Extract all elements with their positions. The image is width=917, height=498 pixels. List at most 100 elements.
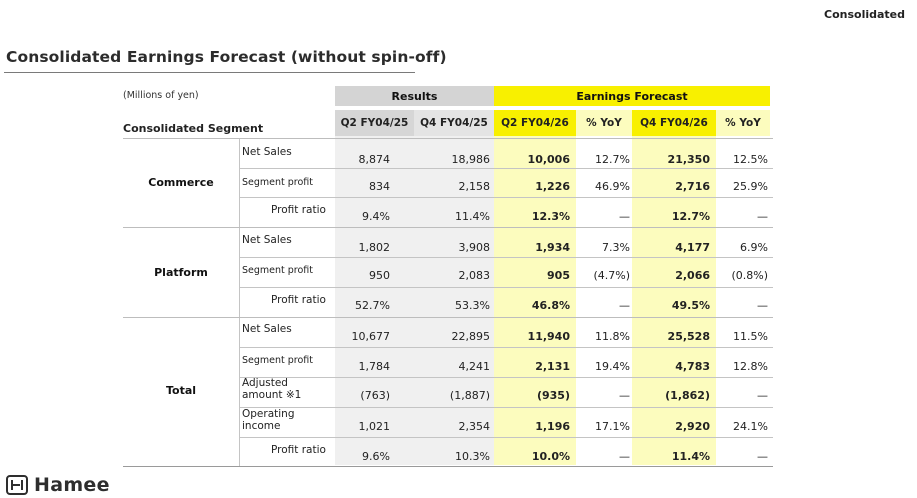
- cell-value: —: [619, 450, 630, 463]
- row-divider: [240, 377, 773, 378]
- cell-value: 12.3%: [531, 210, 570, 223]
- row-label-net-sales: Net Sales: [242, 234, 292, 246]
- row-label-line: income: [242, 420, 281, 432]
- row-divider: [240, 197, 773, 198]
- cell-value: 1,021: [358, 420, 391, 433]
- header-divider: [123, 138, 773, 139]
- cell-value: 22,895: [451, 330, 491, 343]
- cell-value: 2,354: [458, 420, 491, 433]
- cell-value: (4.7%): [593, 269, 630, 282]
- cell-value: 6.9%: [740, 241, 768, 254]
- cell-value: 52.7%: [355, 299, 390, 312]
- segment-separator: [239, 318, 240, 466]
- segment-divider: [123, 227, 773, 228]
- row-label-operating-income: Operating income: [242, 408, 295, 432]
- row-label-segment-profit: Segment profit: [242, 355, 314, 366]
- cell-value: 9.6%: [362, 450, 390, 463]
- cell-value: 1,802: [358, 241, 391, 254]
- column-header-q4-fy0425: Q4 FY04/25: [414, 110, 494, 136]
- row-label-line: amount ※1: [242, 389, 302, 401]
- cell-value: 3,908: [458, 241, 491, 254]
- row-label-segment-profit: Segment profit: [242, 177, 314, 188]
- cell-value: 905: [547, 269, 570, 282]
- cell-value: 12.5%: [733, 153, 768, 166]
- cell-value: 11.8%: [595, 330, 630, 343]
- segment-separator: [239, 228, 240, 317]
- row-divider: [240, 347, 773, 348]
- cell-value: 25,528: [667, 330, 710, 343]
- cell-value: 950: [369, 269, 390, 282]
- cell-value: 46.9%: [595, 180, 630, 193]
- segment-separator: [239, 139, 240, 227]
- cell-value: (1,887): [449, 389, 490, 402]
- cell-value: 1,784: [358, 360, 391, 373]
- units-note: (Millions of yen): [123, 90, 199, 101]
- cell-value: —: [757, 450, 768, 463]
- cell-value: —: [757, 389, 768, 402]
- row-label-profit-ratio: Profit ratio: [271, 294, 326, 306]
- row-label-line: Operating: [242, 408, 295, 420]
- cell-value: 21,350: [667, 153, 710, 166]
- cell-value: 25.9%: [733, 180, 768, 193]
- hamee-logo: Hamee: [6, 474, 110, 496]
- cell-value: (935): [536, 389, 570, 402]
- cell-value: —: [619, 299, 630, 312]
- segment-column-header: Consolidated Segment: [123, 122, 264, 135]
- cell-value: 2,158: [458, 180, 491, 193]
- title-underline: [4, 72, 415, 73]
- cell-value: 2,066: [675, 269, 710, 282]
- cell-value: 2,131: [535, 360, 570, 373]
- cell-value: 12.8%: [733, 360, 768, 373]
- row-divider: [240, 168, 773, 169]
- cell-value: 2,716: [675, 180, 710, 193]
- cell-value: 1,226: [535, 180, 570, 193]
- page-title: Consolidated Earnings Forecast (without …: [6, 48, 447, 66]
- consolidated-tag: Consolidated: [824, 8, 905, 21]
- row-label-net-sales: Net Sales: [242, 146, 292, 158]
- forecast-group-header: Earnings Forecast: [494, 86, 770, 106]
- cell-value: (1,862): [665, 389, 710, 402]
- cell-value: 7.3%: [602, 241, 630, 254]
- cell-value: 11.4%: [671, 450, 710, 463]
- earnings-forecast-table: (Millions of yen) Consolidated Segment R…: [123, 84, 773, 468]
- segment-commerce: Commerce: [148, 176, 214, 189]
- column-header-q2-fy0426: Q2 FY04/26: [494, 110, 576, 136]
- row-label-profit-ratio: Profit ratio: [271, 204, 326, 216]
- cell-value: 4,783: [675, 360, 710, 373]
- cell-value: —: [619, 210, 630, 223]
- cell-value: 24.1%: [733, 420, 768, 433]
- cell-value: 46.8%: [531, 299, 570, 312]
- cell-value: 834: [369, 180, 390, 193]
- cell-value: —: [757, 299, 768, 312]
- cell-value: 17.1%: [595, 420, 630, 433]
- cell-value: —: [619, 389, 630, 402]
- cell-value: 1,934: [535, 241, 570, 254]
- hamee-logo-icon: [6, 475, 28, 495]
- cell-value: 10.3%: [455, 450, 490, 463]
- cell-value: 11,940: [527, 330, 570, 343]
- cell-value: 10.0%: [531, 450, 570, 463]
- results-group-header: Results: [335, 86, 494, 106]
- segment-total: Total: [165, 384, 197, 397]
- column-header-q2-fy0425: Q2 FY04/25: [335, 110, 414, 136]
- cell-value: 12.7%: [595, 153, 630, 166]
- row-divider: [240, 407, 773, 408]
- column-header-yoy-q2: % YoY: [576, 110, 632, 136]
- column-header-q4-fy0426: Q4 FY04/26: [632, 110, 716, 136]
- row-label-adjusted-amount: Adjusted amount ※1: [242, 377, 301, 401]
- cell-value: 49.5%: [671, 299, 710, 312]
- cell-value: 4,241: [458, 360, 491, 373]
- cell-value: 19.4%: [595, 360, 630, 373]
- cell-value: 53.3%: [455, 299, 490, 312]
- cell-value: 18,986: [451, 153, 491, 166]
- cell-value: 11.4%: [455, 210, 490, 223]
- cell-value: (763): [360, 389, 390, 402]
- segment-divider: [123, 317, 773, 318]
- cell-value: 4,177: [675, 241, 710, 254]
- cell-value: 9.4%: [362, 210, 390, 223]
- cell-value: 11.5%: [733, 330, 768, 343]
- cell-value: 12.7%: [671, 210, 710, 223]
- cell-value: 10,006: [527, 153, 570, 166]
- row-label-line: Adjusted: [242, 377, 288, 389]
- segment-platform: Platform: [154, 266, 208, 279]
